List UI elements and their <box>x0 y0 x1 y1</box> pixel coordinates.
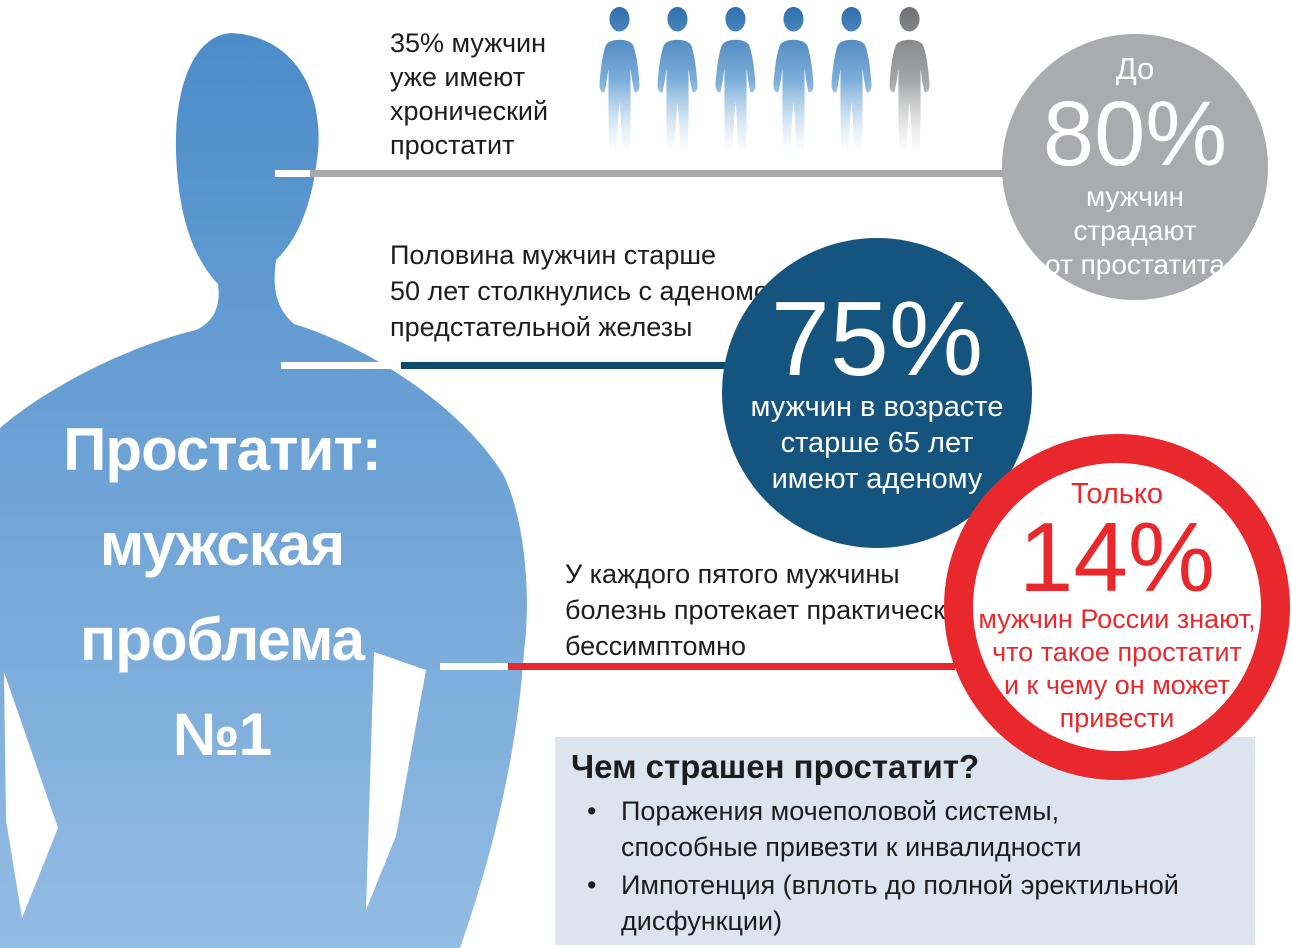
man-figure-icon <box>657 7 698 155</box>
danger-item-text: Поражения мочеполовой системы, способные… <box>621 796 1082 862</box>
stat-circle-14: Только 14% мужчин России знают, что тако… <box>944 434 1290 780</box>
stat-value: 75% <box>770 280 984 398</box>
stat-description: мужчин России знают, что такое простатит… <box>978 603 1256 733</box>
stat-value: 14% <box>1018 501 1216 612</box>
page-title: Простатит: мужская проблема №1 <box>63 416 381 768</box>
line-gray-segment <box>310 170 1008 177</box>
man-figure-icon <box>831 7 872 155</box>
fact-chronic-text: 35% мужчин уже имеют хронический простат… <box>390 28 549 160</box>
stat-prefix: Только <box>1070 478 1164 511</box>
connector-line-asymptomatic <box>0 663 1292 670</box>
danger-item-text: Бесплодие <box>621 944 758 948</box>
line-white-segment <box>440 663 508 670</box>
danger-item-text: Импотенция (вплоть до полной эректильной… <box>621 870 1179 936</box>
danger-box-heading: Чем страшен простатит? <box>571 748 980 785</box>
danger-list: Поражения мочеполовой системы, способные… <box>571 793 1255 948</box>
danger-list-item: Поражения мочеполовой системы, способные… <box>571 793 1255 865</box>
men-pictograph <box>596 6 933 156</box>
man-figure-icon <box>599 7 640 155</box>
man-figure-icon <box>715 7 756 155</box>
fact-asymptomatic-text: У каждого пятого мужчины болезнь протека… <box>565 559 961 661</box>
connector-line-adenoma <box>0 362 1292 369</box>
line-navy-segment <box>401 362 731 369</box>
danger-list-item: Бесплодие <box>571 941 1255 948</box>
man-figure-icon <box>773 7 814 155</box>
line-white-segment <box>275 170 310 177</box>
connector-line-chronic <box>0 170 1292 177</box>
line-red-segment <box>508 663 955 670</box>
fact-adenoma-text: Половина мужчин старше 50 лет столкнулис… <box>390 240 784 342</box>
stat-description: мужчин страдают от простатита <box>1045 181 1225 281</box>
stat-circle-80: До 80% мужчин страдают от простатита <box>1002 34 1268 300</box>
stat-description: мужчин в возрасте старше 65 лет имеют ад… <box>750 391 1004 495</box>
danger-list-item: Импотенция (вплоть до полной эректильной… <box>571 867 1255 939</box>
stat-prefix: До <box>1115 50 1155 86</box>
stat-value: 80% <box>1042 83 1228 186</box>
man-silhouette-icon <box>0 33 527 948</box>
line-white-segment <box>281 362 401 369</box>
man-figure-gray-icon <box>889 7 930 155</box>
stat-circle-75: 75% мужчин в возрасте старше 65 лет имею… <box>722 238 1032 548</box>
